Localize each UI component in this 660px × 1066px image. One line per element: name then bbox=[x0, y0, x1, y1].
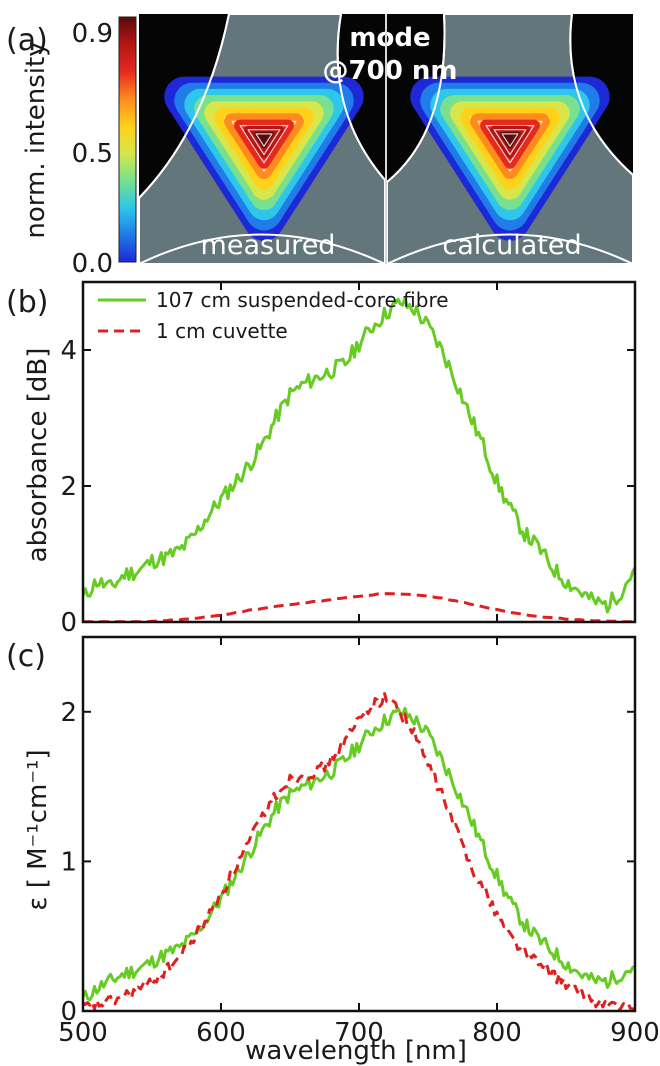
calculated-label: calculated bbox=[442, 230, 581, 261]
x-tick-label: 700 bbox=[334, 1018, 384, 1048]
mode-wavelength: @700 nm bbox=[323, 56, 458, 86]
mode-contours bbox=[410, 76, 610, 241]
c-xlabel: wavelength [nm] bbox=[245, 1036, 467, 1066]
panel-b-label: (b) bbox=[6, 285, 48, 320]
colorbar bbox=[118, 16, 137, 263]
plot-b-frame bbox=[81, 280, 637, 624]
legend-label-fibre: 107 cm suspended-core fibre bbox=[156, 288, 449, 312]
colorbar-ticks: 0.9 0.5 0.0 bbox=[72, 19, 113, 279]
x-tick-label: 600 bbox=[196, 1018, 246, 1048]
series-line-fibre bbox=[83, 706, 635, 1002]
c-ylabel: ε [ M⁻¹cm⁻¹] bbox=[23, 749, 53, 910]
legend-label-cuvette: 1 cm cuvette bbox=[156, 319, 288, 343]
plot-b-axes: 0 2 4 bbox=[60, 282, 636, 638]
colorbar-tick: 0.9 bbox=[72, 19, 113, 49]
y-tick-label: 0 bbox=[60, 608, 77, 638]
series-line-fibre bbox=[83, 296, 635, 614]
y-tick-label: 1 bbox=[60, 847, 77, 877]
mode-contour-line bbox=[255, 133, 273, 147]
mode-contour-line bbox=[239, 125, 289, 164]
x-tick-label: 500 bbox=[58, 1018, 108, 1048]
plot-c-axes: 0 1 2 500 600 700 800 900 bbox=[58, 637, 660, 1048]
legend: 107 cm suspended-core fibre 1 cm cuvette bbox=[98, 288, 449, 343]
mode-contours bbox=[164, 76, 364, 241]
series-line-cuvette bbox=[83, 690, 635, 1011]
colorbar-tick: 0.0 bbox=[72, 249, 113, 279]
x-tick-label: 900 bbox=[610, 1018, 660, 1048]
calculated-mode-image: calculated bbox=[387, 14, 633, 264]
measured-mode-image: measured bbox=[139, 14, 385, 264]
colorbar-label: norm. intensity bbox=[21, 41, 51, 238]
y-tick-label: 4 bbox=[60, 336, 77, 366]
y-tick-label: 2 bbox=[60, 698, 77, 728]
plot-b-lines bbox=[83, 296, 635, 622]
x-tick-label: 800 bbox=[472, 1018, 522, 1048]
mode-contour-line bbox=[485, 125, 535, 164]
colorbar-tick: 0.5 bbox=[72, 139, 113, 169]
y-tick-label: 2 bbox=[60, 472, 77, 502]
mode-contour-line bbox=[247, 129, 281, 156]
panel-c-label: (c) bbox=[6, 639, 46, 674]
mode-contour-line bbox=[501, 133, 519, 147]
plot-c-lines bbox=[83, 690, 635, 1011]
panel-a-label: (a) bbox=[6, 23, 48, 58]
mode-title: mode bbox=[349, 23, 430, 53]
y-tick-label: 0 bbox=[60, 997, 77, 1027]
b-ylabel: absorbance [dB] bbox=[23, 348, 53, 563]
series-line-cuvette bbox=[83, 592, 635, 622]
measured-label: measured bbox=[201, 230, 336, 261]
mode-contour-line bbox=[493, 129, 527, 156]
plot-c-frame bbox=[81, 635, 637, 1013]
